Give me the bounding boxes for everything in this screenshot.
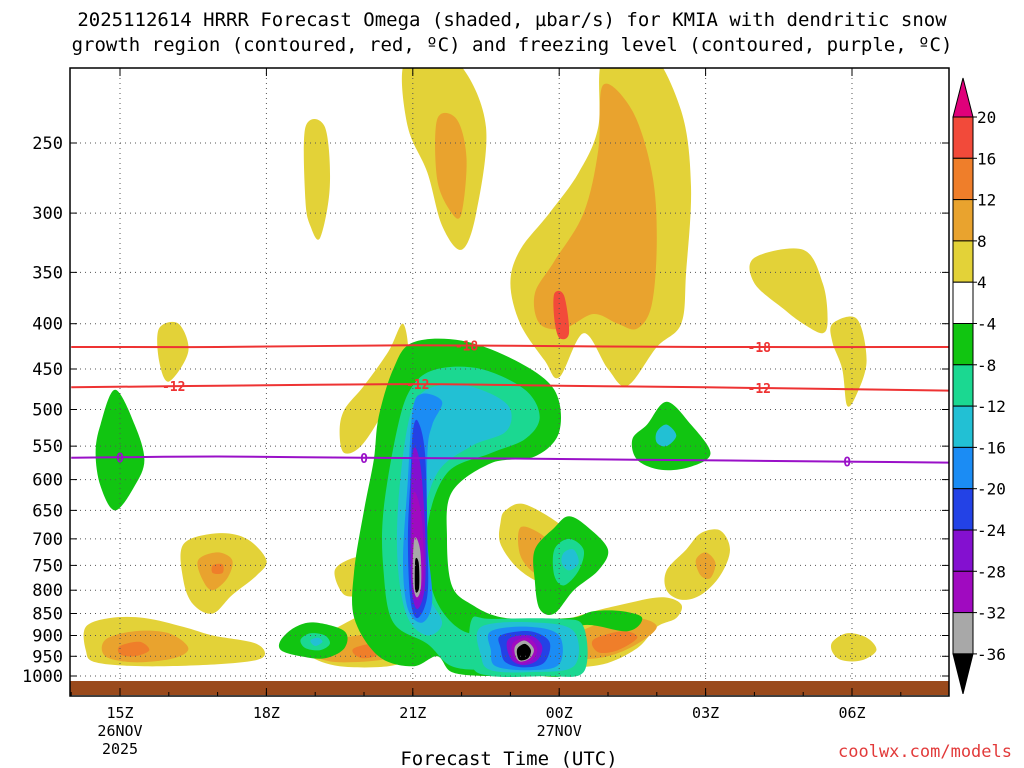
x-tick-label: 06Z xyxy=(838,704,865,722)
dgz-bottom-label: -12 xyxy=(162,380,185,395)
colorbar-label: 16 xyxy=(977,149,996,168)
x-tick-label: 18Z xyxy=(253,704,280,722)
colorbar-swatch xyxy=(952,529,974,572)
colorbar-label: 4 xyxy=(977,273,987,292)
dgz-top-line xyxy=(71,344,949,349)
y-tick-label: 300 xyxy=(32,204,63,224)
y-tick-label: 850 xyxy=(32,605,63,625)
y-tick-label: 250 xyxy=(32,134,63,154)
omega-contour-pos12 xyxy=(117,641,150,657)
x-tick-label: 21Z xyxy=(399,704,426,722)
colorbar-label: -12 xyxy=(977,397,1006,416)
omega-contour-pos12 xyxy=(211,563,224,575)
y-tick-label: 550 xyxy=(32,437,63,457)
y-tick-label: 750 xyxy=(32,556,63,576)
y-tick-label: 800 xyxy=(32,581,63,601)
colorbar-label: -4 xyxy=(977,315,996,334)
omega-contour-pos8 xyxy=(435,112,467,219)
chart-title-line-1: 2025112614 HRRR Forecast Omega (shaded, … xyxy=(77,9,947,31)
colorbar-label: -8 xyxy=(977,356,996,375)
colorbar: 20 16 12 8 4 -4 -8 -12 -16 -20 -24 -28 -32 -36 xyxy=(952,77,1006,695)
chart-title-line-2: growth region (contoured, red, ºC) and f… xyxy=(71,34,953,56)
dgz-bottom-line xyxy=(71,383,949,392)
omega-contour-pos4 xyxy=(339,323,409,454)
x-tick-date: 27NOV xyxy=(537,722,582,740)
omega-contour-pos4 xyxy=(157,321,189,382)
y-tick-label: 1000 xyxy=(22,667,63,687)
colorbar-swatch xyxy=(952,157,974,201)
colorbar-label: 8 xyxy=(977,232,987,251)
temperature-contours: -18 -18 -12 -12 -12 0 0 0 xyxy=(71,340,949,471)
y-tick-label: 650 xyxy=(32,501,63,521)
omega-contour-pos4 xyxy=(303,119,331,240)
omega-contour-pos4 xyxy=(830,633,877,662)
colorbar-swatch xyxy=(952,612,974,655)
colorbar-swatch xyxy=(952,116,974,159)
colorbar-swatch xyxy=(952,488,974,531)
colorbar-label: -28 xyxy=(977,562,1006,581)
colorbar-label: 20 xyxy=(977,108,996,127)
dgz-top-label: -18 xyxy=(748,341,772,356)
omega-contour-pos4 xyxy=(830,316,867,407)
colorbar-swatch xyxy=(952,281,974,325)
omega-contour-pos16 xyxy=(553,290,570,340)
x-tick-label: 03Z xyxy=(692,704,719,722)
plot-frame xyxy=(69,67,950,697)
freezing-level-label: 0 xyxy=(360,452,368,467)
colorbar-bottom-arrow xyxy=(952,653,974,695)
freezing-level-label: 0 xyxy=(843,456,851,471)
colorbar-swatch xyxy=(952,240,974,283)
y-tick-label: 600 xyxy=(32,471,63,491)
terrain-strip xyxy=(70,681,949,695)
colorbar-label: -20 xyxy=(977,480,1006,499)
freezing-level-label: 0 xyxy=(116,451,124,466)
dgz-bottom-label: -12 xyxy=(406,378,429,393)
colorbar-label: -32 xyxy=(977,604,1006,623)
colorbar-label: -24 xyxy=(977,521,1006,540)
omega-contour-pos8 xyxy=(533,83,657,330)
colorbar-swatch xyxy=(952,364,974,407)
colorbar-swatch xyxy=(952,446,974,490)
omega-contour-neg36 xyxy=(414,557,420,593)
y-tick-label: 500 xyxy=(32,401,63,421)
omega-contour-pos12 xyxy=(591,631,638,653)
colorbar-label: -16 xyxy=(977,438,1006,457)
colorbar-top-arrow xyxy=(952,77,974,118)
colorbar-swatch xyxy=(952,323,974,366)
dgz-bottom-label: -12 xyxy=(748,382,771,397)
x-tick-date: 26NOV xyxy=(97,722,142,740)
x-tick-label: 00Z xyxy=(546,704,573,722)
omega-contour-neg4 xyxy=(95,389,145,511)
colorbar-label: -36 xyxy=(977,645,1006,664)
y-tick-label: 900 xyxy=(32,626,63,646)
y-tick-label: 350 xyxy=(32,263,63,283)
x-tick-year: 2025 xyxy=(102,740,138,758)
y-tick-label: 700 xyxy=(32,530,63,550)
colorbar-swatch xyxy=(952,405,974,448)
credit-text: coolwx.com/models xyxy=(838,742,1012,762)
dgz-top-label: -18 xyxy=(455,340,479,355)
x-axis-label: Forecast Time (UTC) xyxy=(400,748,617,768)
y-axis: 2503003504004505005506006507007508008509… xyxy=(22,134,949,687)
omega-contour-pos4 xyxy=(749,248,828,334)
omega-contour-neg12 xyxy=(655,424,677,447)
y-tick-label: 950 xyxy=(32,647,63,667)
y-tick-label: 400 xyxy=(32,315,63,335)
omega-contour-neg12 xyxy=(310,637,323,647)
freezing-level-line xyxy=(71,455,949,464)
colorbar-swatch xyxy=(952,570,974,614)
x-tick-label: 15Z xyxy=(106,704,133,722)
colorbar-swatch xyxy=(952,199,974,242)
colorbar-label: 12 xyxy=(977,191,996,210)
y-tick-label: 450 xyxy=(32,360,63,380)
